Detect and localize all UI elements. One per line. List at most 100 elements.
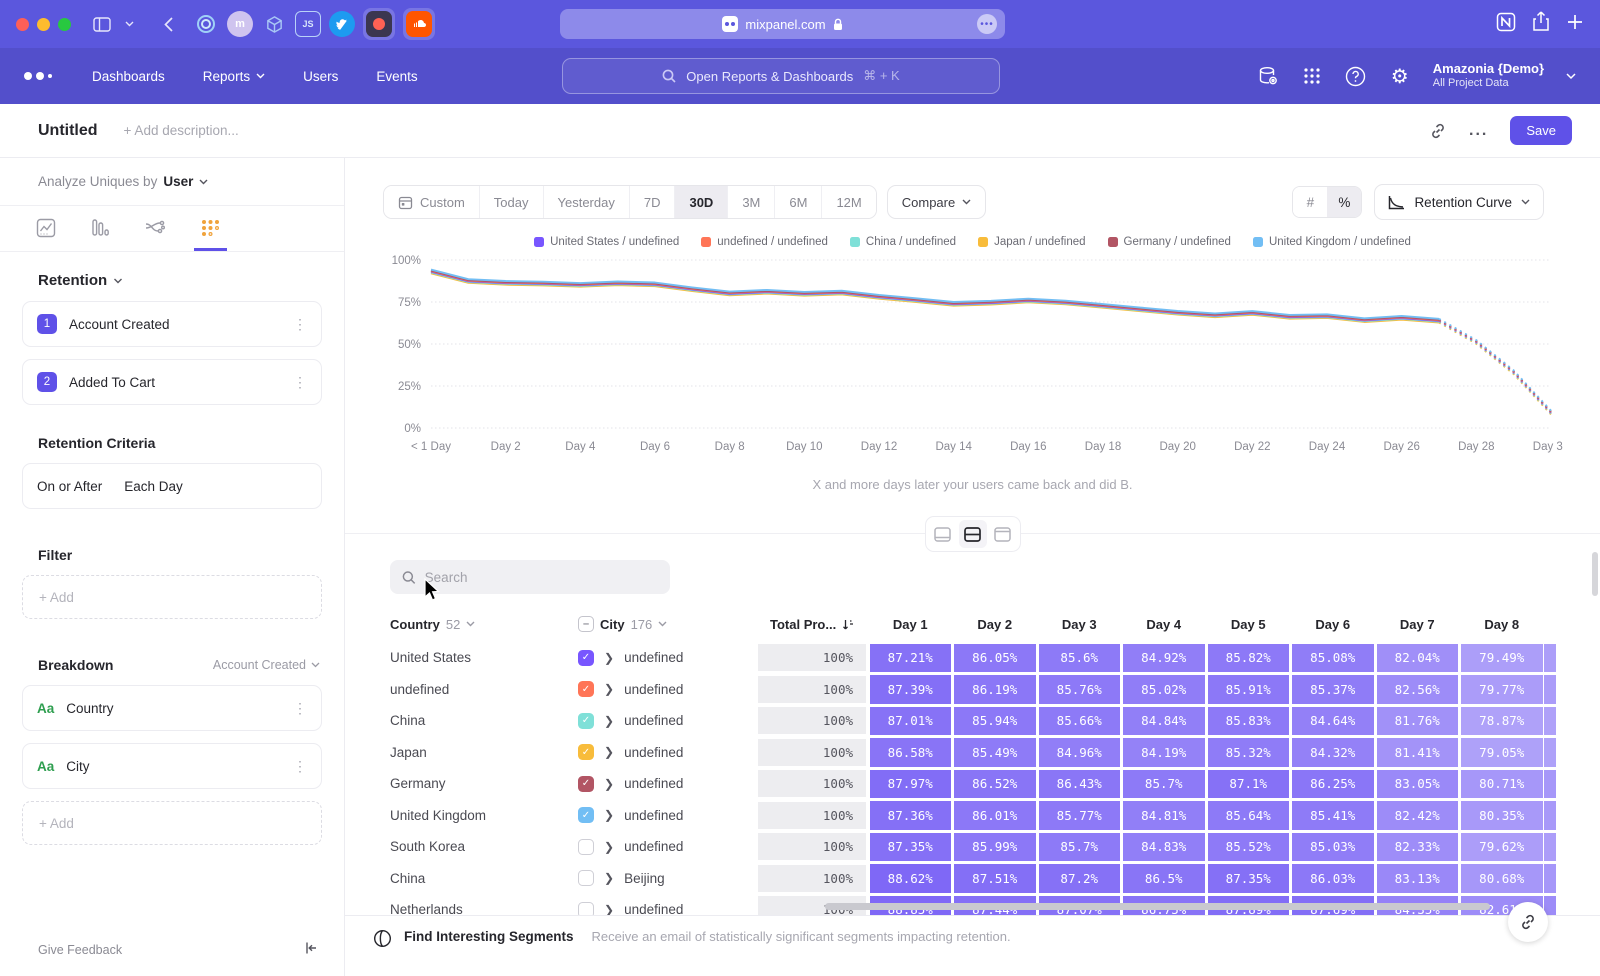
expand-row-chevron-icon[interactable]: ❯ [604, 808, 614, 822]
new-tab-icon[interactable] [1566, 13, 1584, 36]
step-card-account-created[interactable]: 1 Account Created ⋮ [22, 301, 322, 347]
expand-row-chevron-icon[interactable]: ❯ [604, 651, 614, 665]
global-search[interactable]: Open Reports & Dashboards ⌘ + K [562, 58, 1000, 94]
row-checkbox[interactable]: ✓ [578, 744, 594, 760]
table-search[interactable] [390, 560, 670, 594]
breakdown-add-button[interactable]: + Add [22, 801, 322, 845]
table-row[interactable]: United Kingdom✓❯undefined100%87.36%86.01… [345, 800, 1600, 832]
nav-reports[interactable]: Reports [203, 69, 265, 84]
day-column-header[interactable]: Day 6 [1291, 617, 1376, 632]
table-row[interactable]: South Korea❯undefined100%87.35%85.99%85.… [345, 831, 1600, 863]
legend-item[interactable]: Japan / undefined [978, 236, 1085, 248]
close-window-button[interactable] [16, 18, 29, 31]
date-range-today[interactable]: Today [480, 186, 544, 218]
report-title[interactable]: Untitled [38, 122, 98, 140]
help-icon[interactable] [1345, 65, 1367, 87]
legend-item[interactable]: United States / undefined [534, 236, 679, 248]
date-range-custom[interactable]: Custom [384, 186, 480, 218]
chart-type-dropdown[interactable]: Retention Curve [1374, 184, 1544, 220]
layout-split-button[interactable] [959, 520, 987, 548]
legend-item[interactable]: undefined / undefined [701, 236, 828, 248]
minimize-window-button[interactable] [37, 18, 50, 31]
data-management-icon[interactable] [1257, 65, 1279, 87]
tab-favicon-js[interactable]: JS [295, 11, 321, 37]
tab-favicon-soundcloud[interactable] [403, 8, 435, 40]
tab-favicon-bird[interactable] [329, 11, 355, 37]
analyze-value-dropdown[interactable]: User [163, 174, 193, 189]
legend-item[interactable]: Germany / undefined [1108, 236, 1231, 248]
horizontal-scrollbar[interactable] [825, 903, 1490, 910]
sidebar-toggle-icon[interactable] [89, 11, 115, 37]
table-search-input[interactable] [425, 570, 658, 585]
table-row[interactable]: China❯Beijing100%88.62%87.51%87.2%86.5%8… [345, 863, 1600, 895]
select-all-checkbox[interactable]: – [578, 616, 594, 632]
breakdown-scope-dropdown[interactable]: Account Created [213, 658, 320, 672]
share-link-fab[interactable] [1508, 902, 1548, 942]
format-number-button[interactable]: # [1293, 187, 1327, 217]
tab-flows[interactable] [138, 206, 172, 251]
breakdown-card-country[interactable]: Aa Country ⋮ [22, 685, 322, 731]
project-switcher[interactable]: Amazonia {Demo} All Project Data [1433, 61, 1544, 91]
row-checkbox[interactable] [578, 870, 594, 886]
page-settings-icon[interactable]: ••• [977, 14, 997, 34]
back-button-icon[interactable] [155, 11, 181, 37]
settings-gear-icon[interactable]: ⚙ [1389, 65, 1411, 87]
city-column-header[interactable]: – City 176 [578, 616, 756, 632]
criteria-interval[interactable]: Each Day [124, 479, 183, 494]
date-range-7d[interactable]: 7D [630, 186, 676, 218]
find-segments-title[interactable]: Find Interesting Segments [404, 929, 574, 944]
row-checkbox[interactable]: ✓ [578, 650, 594, 666]
expand-row-chevron-icon[interactable]: ❯ [604, 714, 614, 728]
expand-row-chevron-icon[interactable]: ❯ [604, 871, 614, 885]
row-checkbox[interactable]: ✓ [578, 807, 594, 823]
chevron-down-icon[interactable] [121, 11, 137, 37]
add-description[interactable]: + Add description... [124, 123, 239, 138]
date-range-12m[interactable]: 12M [822, 186, 875, 218]
tab-favicon-target[interactable] [193, 11, 219, 37]
save-button[interactable]: Save [1510, 116, 1572, 145]
row-checkbox[interactable] [578, 839, 594, 855]
criteria-mode[interactable]: On or After [37, 479, 102, 494]
day-column-header[interactable]: Day 7 [1375, 617, 1460, 632]
mixpanel-logo[interactable] [24, 72, 52, 80]
tab-insights[interactable] [30, 206, 62, 251]
notion-extension-icon[interactable] [1496, 12, 1516, 37]
kebab-menu-icon[interactable]: ⋮ [293, 700, 307, 717]
retention-section-header[interactable]: Retention [0, 252, 344, 301]
tab-funnels[interactable] [84, 206, 116, 251]
layout-chart-only-button[interactable] [929, 520, 957, 548]
table-row[interactable]: undefined✓❯undefined100%87.39%86.19%85.7… [345, 674, 1600, 706]
tab-favicon-cube[interactable] [261, 11, 287, 37]
date-range-30d[interactable]: 30D [675, 186, 728, 218]
kebab-menu-icon[interactable]: ⋮ [293, 758, 307, 775]
expand-row-chevron-icon[interactable]: ❯ [604, 840, 614, 854]
kebab-menu-icon[interactable]: ⋮ [293, 316, 307, 333]
date-range-yesterday[interactable]: Yesterday [544, 186, 630, 218]
retention-criteria-card[interactable]: On or After Each Day [22, 463, 322, 509]
copy-link-icon[interactable] [1429, 122, 1447, 140]
give-feedback-link[interactable]: Give Feedback [38, 943, 122, 957]
date-range-6m[interactable]: 6M [775, 186, 822, 218]
day-column-header[interactable]: Day 8 [1460, 617, 1545, 632]
collapse-sidebar-icon[interactable] [304, 941, 318, 958]
row-checkbox[interactable]: ✓ [578, 776, 594, 792]
tab-favicon-producthunt[interactable] [363, 8, 395, 40]
date-range-3m[interactable]: 3M [728, 186, 775, 218]
expand-row-chevron-icon[interactable]: ❯ [604, 682, 614, 696]
legend-item[interactable]: China / undefined [850, 236, 956, 248]
share-icon[interactable] [1532, 11, 1550, 37]
country-column-header[interactable]: Country 52 [390, 617, 578, 632]
table-row[interactable]: Japan✓❯undefined100%86.58%85.49%84.96%84… [345, 737, 1600, 769]
total-column-header[interactable]: Total Pro... [756, 617, 868, 632]
legend-item[interactable]: United Kingdom / undefined [1253, 236, 1411, 248]
zoom-window-button[interactable] [58, 18, 71, 31]
tab-favicon-m[interactable]: m [227, 11, 253, 37]
kebab-menu-icon[interactable]: ⋮ [293, 374, 307, 391]
nav-users[interactable]: Users [303, 69, 338, 84]
day-column-header[interactable]: Day 1 [868, 617, 953, 632]
format-percent-button[interactable]: % [1327, 187, 1361, 217]
vertical-scrollbar-thumb[interactable] [1592, 552, 1598, 596]
step-card-added-to-cart[interactable]: 2 Added To Cart ⋮ [22, 359, 322, 405]
row-checkbox[interactable]: ✓ [578, 681, 594, 697]
filter-add-button[interactable]: + Add [22, 575, 322, 619]
